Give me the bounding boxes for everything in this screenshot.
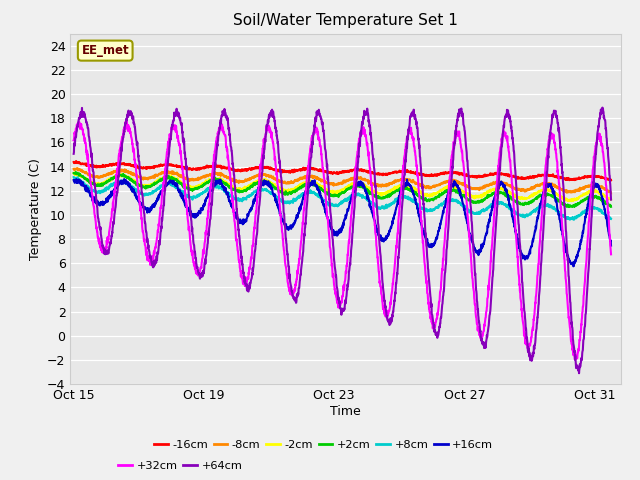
- Y-axis label: Temperature (C): Temperature (C): [29, 158, 42, 260]
- Text: EE_met: EE_met: [81, 44, 129, 57]
- Legend: +32cm, +64cm: +32cm, +64cm: [114, 456, 247, 475]
- X-axis label: Time: Time: [330, 405, 361, 418]
- Title: Soil/Water Temperature Set 1: Soil/Water Temperature Set 1: [233, 13, 458, 28]
